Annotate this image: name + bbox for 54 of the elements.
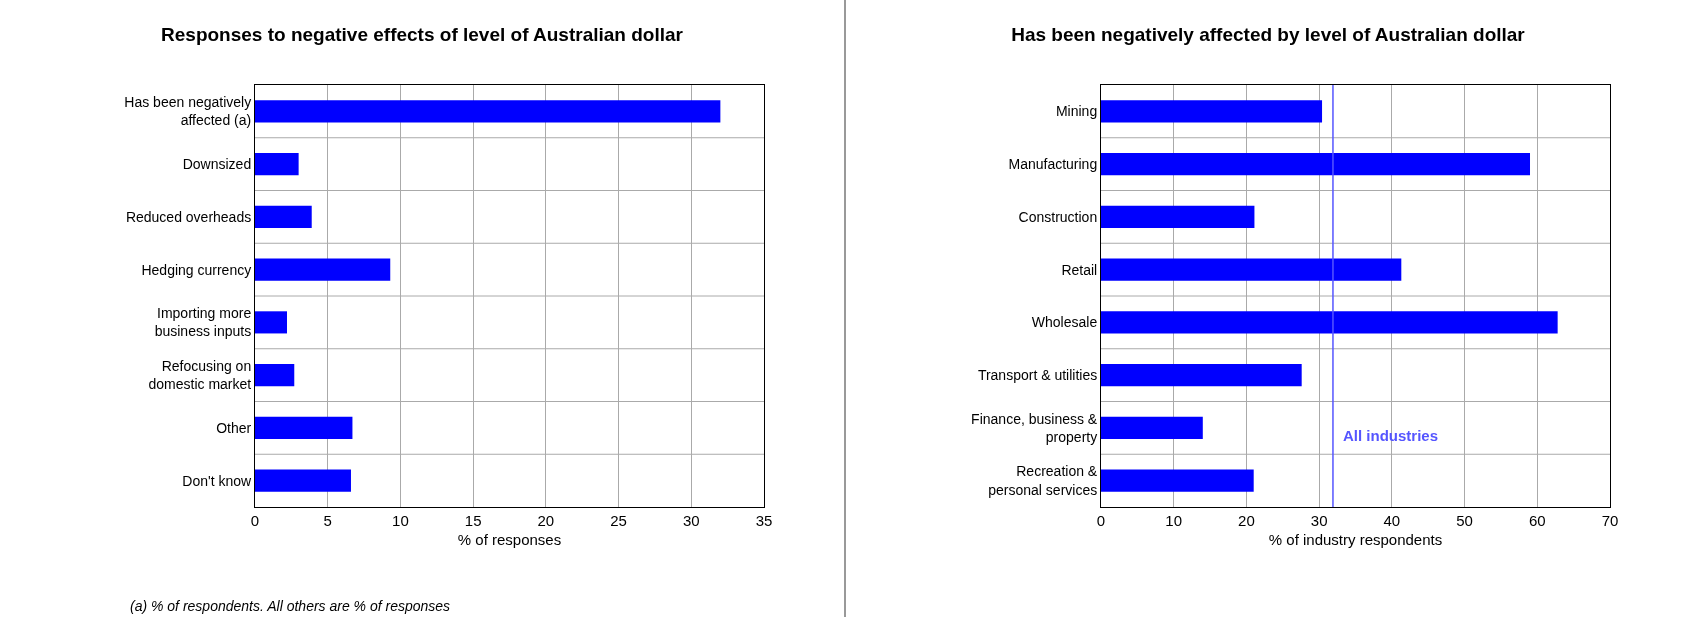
y-tick-label: Refocusing on domestic market [148,357,252,393]
x-tick-label: 20 [537,512,555,529]
x-tick-label: 60 [1528,512,1546,529]
bar [1101,153,1531,176]
x-tick-label: 15 [464,512,482,529]
bar [1101,100,1323,123]
y-tick-label: Has been negatively affected (a) [124,94,252,129]
bar [1101,205,1255,228]
bar [1101,311,1558,334]
bar [255,153,299,176]
x-tick-label: 5 [323,512,332,529]
x-tick-label: 0 [250,512,260,529]
y-tick-label: Hedging currency [141,261,252,278]
bar [255,364,295,387]
y-tick-label: Construction [1018,208,1098,225]
bar [255,258,391,281]
x-tick-label: 35 [755,512,773,529]
chart-title: Has been negatively affected by level of Australian dollar [1011,24,1526,46]
bar [1101,416,1203,439]
x-tick-label: 70 [1601,512,1619,529]
x-tick-label: 25 [610,512,627,529]
y-tick-label: Reduced overheads [125,208,252,225]
x-axis-title: % of responses [457,531,562,548]
y-tick-label: Manufacturing [1008,156,1098,173]
bar [255,311,287,334]
bar [255,205,312,228]
bar [255,416,353,439]
y-tick-label: Mining [1055,103,1098,120]
y-tick-label: Wholesale [1031,314,1098,331]
y-tick-label: Transport & utilities [977,367,1098,384]
bar [255,100,721,123]
y-tick-label: Retail [1061,261,1098,278]
text: (a) % of respondents. All others are % of responses [130,598,451,614]
x-tick-label: 10 [392,512,409,529]
y-tick-label: Downsized [182,156,252,173]
x-axis-title: % of industry respondents [1268,531,1443,548]
y-tick-label: Don't know [182,472,253,489]
y-tick-label: Recreation & personal services [988,463,1098,498]
x-tick-label: 30 [1310,512,1328,529]
bar [1101,258,1402,281]
chart-title: Responses to negative effects of level of Australian dollar [161,24,684,46]
bar [1101,364,1302,387]
x-tick-label: 40 [1383,512,1401,529]
y-tick-label: Other [216,419,252,436]
x-tick-label: 50 [1456,512,1473,529]
ref-line-label: All industries [1343,427,1439,444]
x-tick-label: 0 [1096,512,1106,529]
bar [255,469,351,492]
y-tick-label: Finance, business & property [971,410,1098,445]
x-tick-label: 20 [1238,512,1255,529]
x-tick-label: 10 [1165,512,1183,529]
bar [1101,469,1254,492]
x-tick-label: 30 [682,512,700,529]
y-tick-label: Importing more business inputs [154,305,252,340]
